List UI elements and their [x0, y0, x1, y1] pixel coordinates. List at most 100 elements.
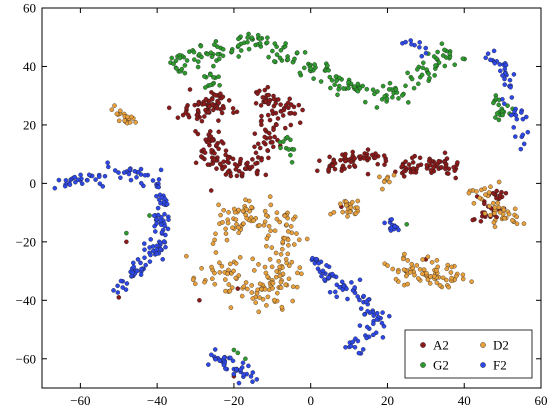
- data-point: [380, 310, 385, 315]
- data-point: [519, 110, 524, 115]
- data-point: [237, 255, 243, 260]
- data-point: [280, 246, 285, 252]
- data-point: [220, 220, 225, 225]
- data-point: [162, 211, 167, 217]
- data-point: [444, 156, 450, 161]
- data-point: [266, 155, 271, 161]
- data-point: [226, 282, 232, 287]
- data-point: [274, 210, 280, 215]
- data-point: [280, 113, 286, 118]
- data-point: [437, 283, 443, 288]
- data-point: [412, 272, 417, 278]
- data-point: [308, 66, 314, 71]
- data-point: [482, 211, 488, 216]
- data-point: [249, 283, 254, 288]
- data-point: [409, 155, 415, 161]
- data-point: [243, 356, 248, 362]
- data-point: [449, 275, 454, 281]
- data-point: [156, 184, 161, 190]
- data-point: [210, 97, 215, 102]
- data-point: [78, 172, 83, 178]
- data-point: [158, 167, 164, 173]
- data-point: [335, 92, 340, 98]
- data-point: [377, 174, 382, 180]
- data-point: [56, 177, 62, 183]
- data-point: [491, 48, 497, 54]
- data-point: [471, 201, 477, 206]
- data-point: [428, 168, 434, 173]
- data-point: [312, 62, 317, 67]
- data-point: [417, 40, 422, 45]
- data-point: [408, 38, 413, 43]
- data-point: [195, 64, 201, 70]
- series-d2: [109, 103, 527, 315]
- data-point: [334, 78, 339, 83]
- data-point: [284, 260, 289, 266]
- data-point: [256, 309, 261, 315]
- data-point: [286, 276, 292, 282]
- data-point: [344, 203, 349, 208]
- data-point: [100, 184, 106, 189]
- data-point: [385, 263, 390, 268]
- data-point: [410, 265, 415, 271]
- data-point: [270, 286, 275, 291]
- data-point: [292, 111, 298, 116]
- data-point: [302, 65, 307, 71]
- plot-frame: [41, 7, 542, 389]
- x-tick-label: −60: [70, 393, 90, 408]
- data-point: [249, 290, 255, 295]
- data-point: [156, 177, 162, 182]
- data-point: [240, 171, 245, 176]
- data-point: [246, 46, 252, 52]
- data-point: [341, 283, 347, 289]
- data-point: [273, 274, 279, 280]
- data-point: [267, 257, 273, 262]
- data-point: [387, 80, 393, 86]
- data-point: [384, 96, 390, 102]
- data-point: [124, 239, 129, 245]
- data-point: [255, 287, 260, 293]
- data-point: [520, 132, 526, 138]
- data-point: [274, 122, 279, 128]
- data-point: [396, 227, 401, 233]
- data-point: [352, 285, 357, 290]
- data-point: [379, 97, 385, 102]
- data-point: [142, 255, 147, 260]
- data-point: [228, 355, 233, 361]
- data-point: [155, 205, 161, 211]
- data-point: [488, 212, 493, 218]
- data-point: [265, 294, 271, 300]
- data-point: [236, 54, 241, 59]
- data-point: [212, 42, 217, 47]
- data-point: [118, 108, 123, 114]
- data-point: [300, 107, 305, 113]
- data-point: [403, 83, 408, 89]
- data-point: [502, 66, 508, 72]
- data-point: [212, 151, 217, 156]
- data-point: [442, 47, 447, 53]
- data-point: [257, 145, 263, 151]
- data-point: [331, 210, 337, 215]
- data-point: [285, 237, 291, 243]
- data-point: [352, 156, 357, 161]
- data-point: [211, 63, 216, 69]
- data-point: [207, 104, 212, 109]
- data-point: [333, 289, 338, 295]
- data-point: [243, 280, 249, 285]
- data-point: [409, 261, 414, 267]
- data-point: [151, 213, 157, 218]
- data-point: [295, 270, 300, 276]
- data-point: [419, 53, 425, 59]
- data-point: [213, 250, 219, 255]
- data-point: [390, 266, 395, 272]
- data-point: [514, 116, 520, 122]
- data-point: [294, 284, 300, 290]
- data-point: [236, 168, 242, 174]
- data-point: [210, 161, 216, 166]
- data-point: [326, 275, 331, 280]
- x-tick-label: 0: [307, 393, 314, 408]
- data-point: [147, 259, 153, 264]
- data-point: [496, 117, 502, 123]
- data-point: [297, 237, 302, 243]
- data-point: [199, 266, 204, 271]
